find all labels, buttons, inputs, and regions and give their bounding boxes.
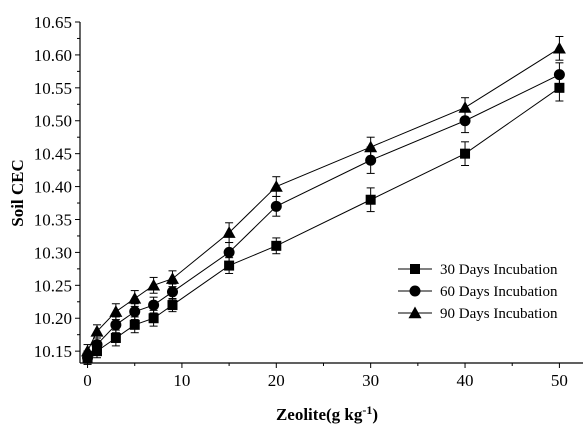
x-axis-title: Zeolite(g kg-1): [276, 403, 378, 424]
series-circle: [82, 62, 565, 365]
data-point-square: [110, 332, 121, 343]
x-axis-title-main: Zeolite(g kg: [276, 405, 363, 424]
x-tick-label: 50: [551, 371, 568, 390]
data-point-square: [167, 300, 178, 311]
data-point-triangle: [269, 180, 283, 192]
y-tick-label: 10.15: [34, 342, 72, 361]
data-point-circle: [459, 115, 471, 127]
data-point-triangle: [90, 324, 104, 337]
legend-item: 90 Days Incubation: [398, 306, 558, 322]
data-point-triangle: [364, 140, 378, 153]
y-tick-label: 10.30: [34, 243, 72, 262]
data-point-circle: [365, 154, 377, 166]
y-tick-label: 10.55: [34, 79, 72, 98]
data-point-square: [365, 194, 376, 205]
x-axis-title-suffix: ): [372, 405, 378, 424]
data-point-circle: [129, 306, 141, 318]
data-point-triangle: [458, 101, 472, 113]
data-point-square: [148, 313, 159, 324]
data-point-circle: [148, 299, 160, 311]
data-point-circle: [223, 246, 235, 258]
data-point-circle: [553, 69, 565, 81]
legend: 30 Days Incubation 60 Days Incubation 90 D…: [398, 262, 558, 322]
series-triangle: [81, 35, 566, 359]
y-tick-label: 10.40: [34, 178, 72, 197]
x-tick-label: 10: [173, 371, 190, 390]
legend-label: 30 Days Incubation: [440, 262, 558, 278]
y-tick-label: 10.50: [34, 112, 72, 131]
x-tick-label: 20: [268, 371, 285, 390]
y-tick-label: 10.25: [34, 276, 72, 295]
data-point-circle: [166, 286, 178, 298]
data-point-square: [460, 148, 471, 159]
data-point-triangle: [128, 291, 142, 304]
data-point-circle: [110, 319, 122, 331]
y-axis-title: Soil CEC: [8, 159, 27, 227]
data-point-triangle: [552, 41, 566, 54]
legend-marker-circle: [409, 285, 421, 297]
data-point-square: [129, 319, 140, 330]
data-point-square: [271, 240, 282, 251]
y-tick-label: 10.60: [34, 46, 72, 65]
y-tick-label: 10.45: [34, 145, 72, 164]
y-tick-label: 10.20: [34, 309, 72, 328]
data-point-circle: [270, 200, 282, 212]
data-point-triangle: [147, 278, 161, 291]
data-point-triangle: [109, 305, 123, 317]
data-point-square: [554, 82, 565, 93]
x-tick-label: 0: [83, 371, 92, 390]
data-point-square: [224, 260, 235, 271]
axes: 10.15 10.20 10.25 10.30 10.35 10.40 10.45 10.50…: [34, 13, 583, 390]
data-point-triangle: [165, 272, 179, 284]
data-point-triangle: [222, 226, 236, 238]
legend-marker-square: [410, 264, 420, 274]
x-tick-label: 30: [362, 371, 379, 390]
legend-label: 90 Days Incubation: [440, 306, 558, 322]
legend-item: 30 Days Incubation: [398, 262, 558, 278]
data-point-triangle: [81, 344, 95, 357]
x-tick-label: 40: [457, 371, 474, 390]
y-tick-label: 10.65: [34, 13, 72, 32]
y-tick-label: 10.35: [34, 210, 72, 229]
data-point-circle: [91, 339, 103, 351]
legend-marker-triangle: [408, 306, 422, 319]
legend-label: 60 Days Incubation: [440, 284, 558, 300]
x-axis-title-sup: -1: [362, 403, 372, 417]
legend-item: 60 Days Incubation: [398, 284, 558, 300]
series-layer: [81, 35, 566, 365]
